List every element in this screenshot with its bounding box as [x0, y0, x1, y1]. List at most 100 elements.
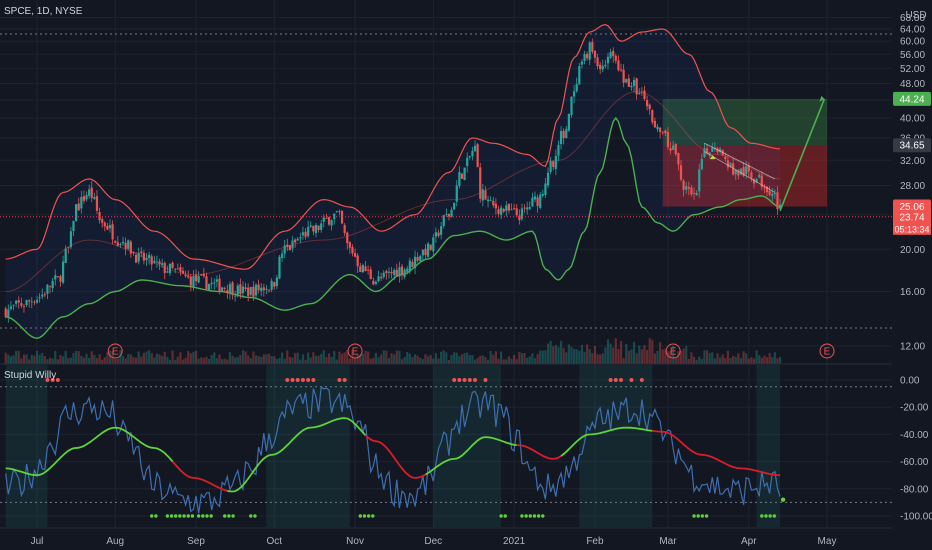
candle-body: [372, 280, 375, 285]
volume-bar: [296, 352, 299, 364]
indicator-title[interactable]: Stupid Willy: [4, 370, 56, 381]
volume-bar: [685, 346, 688, 364]
candle-body: [494, 203, 497, 209]
candle-body: [664, 130, 667, 134]
candle-body: [468, 156, 471, 158]
candle-body: [408, 260, 411, 271]
stop-zone[interactable]: [662, 145, 827, 207]
earnings-icon[interactable]: [819, 343, 835, 359]
candle-body: [437, 232, 440, 236]
oversold-dot: [253, 514, 257, 518]
overbought-dot: [619, 378, 624, 382]
oversold-dot: [154, 514, 158, 518]
candle-body: [625, 78, 628, 83]
indicator-pane[interactable]: [5, 365, 786, 527]
volume-bar: [189, 353, 192, 364]
price-tick-label: 60.00: [900, 37, 925, 48]
volume-bar: [85, 353, 88, 364]
candle-body: [304, 231, 307, 237]
candle-body: [124, 242, 127, 249]
volume-bar: [426, 356, 430, 364]
candle-body: [419, 255, 422, 262]
symbol-title[interactable]: SPCE, 1D, NYSE: [4, 6, 83, 17]
volume-bar: [46, 359, 49, 364]
volume-bar: [593, 345, 597, 364]
candle-body: [614, 55, 617, 61]
candle-body: [262, 287, 265, 291]
candle-body: [12, 304, 15, 306]
profit-zone[interactable]: [662, 98, 827, 146]
volume-bar: [630, 349, 633, 364]
volume-bar: [346, 350, 349, 364]
volume-bar: [304, 359, 307, 364]
volume-bar: [338, 351, 341, 364]
time-tick-label: Sep: [187, 536, 205, 547]
volume-bar: [778, 356, 782, 364]
candle-body: [353, 253, 357, 257]
candle-body: [283, 245, 286, 254]
volume-bar: [372, 357, 375, 364]
candle-body: [155, 261, 159, 263]
volume-bar: [158, 354, 161, 364]
volume-bar: [364, 350, 367, 364]
candle-body: [179, 267, 182, 272]
candle-body: [406, 268, 409, 272]
earnings-label: E: [112, 347, 119, 358]
volume-bar: [356, 354, 359, 364]
oversold-dot: [528, 514, 532, 518]
earnings-icon[interactable]: [107, 343, 123, 359]
volume-bar: [194, 350, 198, 364]
candle-body: [194, 274, 198, 282]
signal-line-bull: [560, 426, 653, 457]
candle-body: [127, 240, 130, 249]
candle-body: [526, 207, 529, 210]
projection-arrow[interactable]: [779, 98, 826, 212]
time-axis[interactable]: Jul Aug Sep Oct Nov Dec 2021 Feb Mar Apr May: [0, 527, 892, 547]
candle-body: [413, 256, 417, 269]
candle-body: [314, 224, 318, 234]
candle-body: [520, 208, 524, 219]
price-tag: [893, 138, 931, 153]
volume-bar: [612, 347, 615, 364]
volume-bar: [635, 353, 638, 364]
candle-body: [51, 280, 54, 289]
indicator-axis[interactable]: 0.00 -20.00 -40.00 -60.00 -80.00 -100.00: [900, 376, 932, 523]
volume-bar: [93, 355, 96, 364]
candle-body: [228, 284, 232, 294]
volume-bar: [9, 356, 13, 364]
candle-body: [382, 272, 385, 277]
long-position-tool[interactable]: [662, 98, 827, 207]
candle-body: [320, 223, 323, 230]
volume-bar: [408, 353, 411, 364]
volume-bar: [424, 354, 427, 364]
candle-body: [771, 193, 774, 197]
signal-line-bear: [171, 460, 228, 492]
oversold-dot: [499, 514, 503, 518]
volume-bar: [513, 354, 516, 364]
volume-bar: [463, 353, 466, 364]
candle-body: [421, 249, 424, 256]
volume-bar: [137, 351, 140, 364]
oversold-dot: [692, 514, 696, 518]
oversold-dot: [205, 514, 209, 518]
candle-body: [72, 220, 75, 231]
volume-bar: [609, 343, 612, 364]
volume-bar: [572, 348, 576, 364]
earnings-icon[interactable]: [347, 343, 363, 359]
candle-body: [692, 193, 696, 194]
pattern-trendline[interactable]: [704, 151, 776, 193]
volume-bar: [580, 345, 584, 364]
volume-bar: [142, 352, 145, 364]
volume-bar: [447, 359, 451, 364]
pattern-trendline[interactable]: [704, 142, 776, 180]
volume-bar: [622, 358, 625, 364]
candle-body: [557, 144, 560, 156]
oscillator-zone: [579, 365, 653, 527]
volume-bar: [486, 359, 490, 364]
earnings-icon[interactable]: [665, 343, 681, 359]
candle-body: [565, 128, 568, 139]
candle-body: [161, 263, 164, 266]
oversold-dot: [227, 514, 231, 518]
